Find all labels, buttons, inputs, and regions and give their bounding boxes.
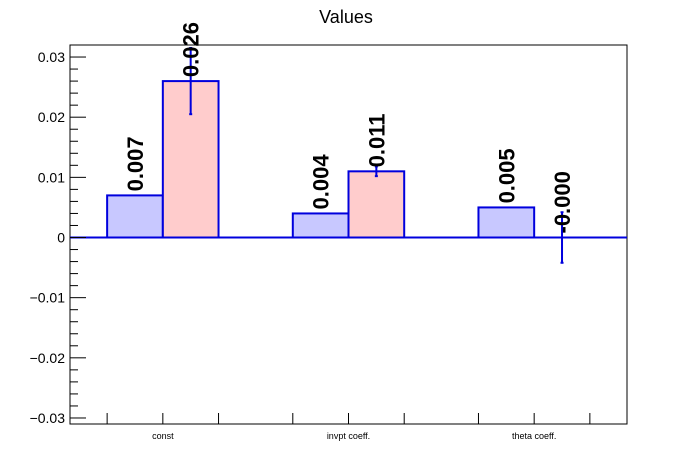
y-tick-label: −0.02 (30, 350, 66, 366)
labels-layer: 0.007 0.026 0.004 0.011 0.005 -0.000 −0.03 −0.0… (30, 22, 575, 441)
value-label-2-2: 0.011 (364, 113, 389, 167)
bars-layer (106, 47, 590, 264)
axes-layer (69, 44, 628, 425)
value-label-1-3: 0.005 (494, 148, 519, 203)
chart-title: Values (319, 7, 373, 27)
bar-1-1 (106, 194, 164, 239)
y-tick-label: 0.01 (38, 169, 65, 185)
y-tick-label: 0.03 (38, 49, 65, 65)
x-tick-label: const (152, 431, 174, 441)
y-tick-label: 0.02 (38, 109, 65, 125)
bar-2-2 (347, 170, 406, 239)
value-label-2-3: -0.000 (550, 171, 575, 233)
value-label-2-1: 0.026 (179, 22, 204, 77)
y-tick-label: −0.03 (30, 410, 66, 426)
x-tick-label: theta coeff. (512, 431, 556, 441)
value-label-1-1: 0.007 (123, 136, 148, 191)
value-label-1-2: 0.004 (309, 154, 334, 210)
x-tick-label: invpt coeff. (327, 431, 370, 441)
bar-1-3 (477, 206, 536, 239)
y-tick-label: −0.01 (30, 290, 66, 306)
y-tick-label: 0 (57, 230, 65, 246)
bar-1-2 (291, 212, 350, 239)
